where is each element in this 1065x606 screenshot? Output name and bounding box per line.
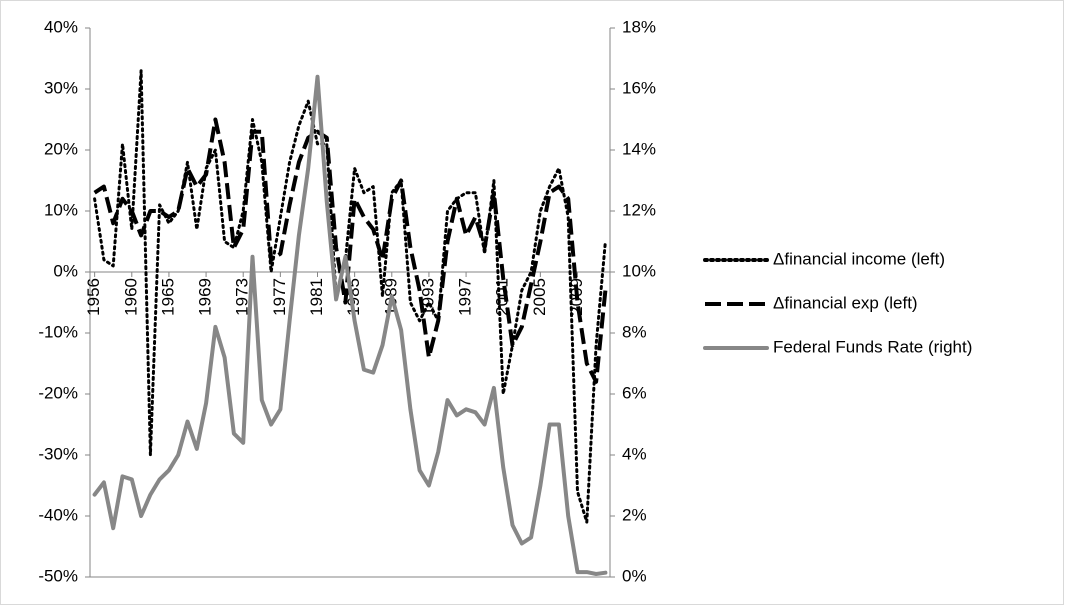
- y-tick-label: 0%: [53, 261, 78, 280]
- series-line: [92, 74, 608, 576]
- y-tick-label: 10%: [44, 200, 78, 219]
- series-line: [93, 117, 608, 384]
- y-tick-label: -50%: [38, 566, 78, 585]
- x-tick-label: 1960: [121, 278, 140, 316]
- y2-tick-label: 16%: [622, 78, 656, 97]
- y-tick-label: 40%: [44, 17, 78, 36]
- legend-label: Δfinancial exp (left): [773, 293, 918, 312]
- y2-tick-label: 18%: [622, 17, 656, 36]
- x-tick-label: 1969: [196, 278, 215, 316]
- x-tick-label: 1973: [233, 278, 252, 316]
- x-tick-label: 2001: [493, 278, 512, 316]
- y2-tick-label: 14%: [622, 139, 656, 158]
- y-tick-label: 20%: [44, 139, 78, 158]
- y2-tick-label: 8%: [622, 322, 647, 341]
- y2-tick-label: 4%: [622, 444, 647, 463]
- y2-tick-label: 0%: [622, 566, 647, 585]
- y2-tick-label: 10%: [622, 261, 656, 280]
- x-tick-label: 1956: [84, 278, 103, 316]
- x-tick-label: 1977: [270, 278, 289, 316]
- x-tick-label: 2005: [530, 278, 549, 316]
- y-tick-label: -30%: [38, 444, 78, 463]
- y-tick-label: -20%: [38, 383, 78, 402]
- legend-label: Federal Funds Rate (right): [773, 337, 972, 356]
- x-tick-label: 1981: [307, 278, 326, 316]
- y2-tick-label: 12%: [622, 200, 656, 219]
- y2-tick-label: 2%: [622, 505, 647, 524]
- x-tick-label: 1965: [158, 278, 177, 316]
- y-tick-label: 30%: [44, 78, 78, 97]
- y2-tick-label: 6%: [622, 383, 647, 402]
- y-tick-label: -40%: [38, 505, 78, 524]
- y-tick-label: -10%: [38, 322, 78, 341]
- legend-label: Δfinancial income (left): [773, 249, 945, 268]
- x-tick-label: 1997: [456, 278, 475, 316]
